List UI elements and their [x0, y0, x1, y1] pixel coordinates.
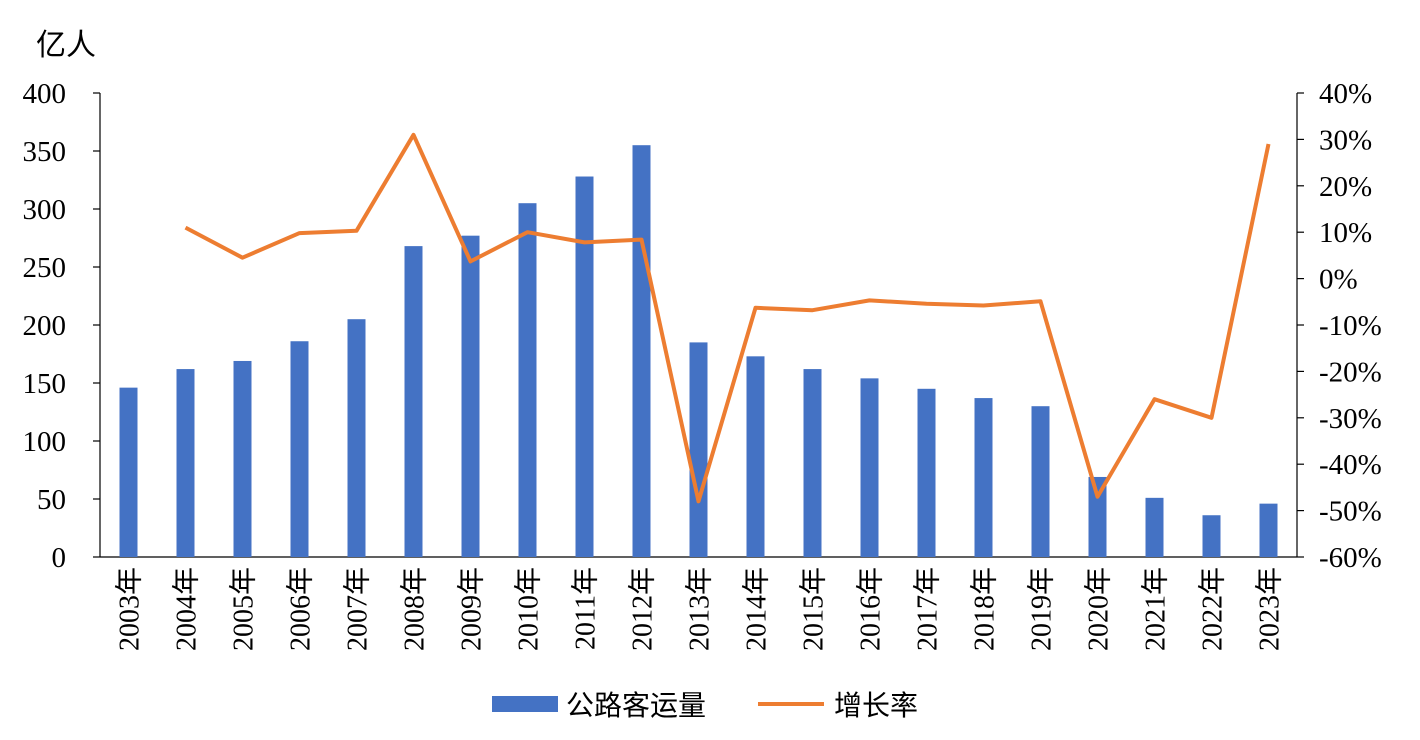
bar	[461, 235, 480, 557]
legend-bar-label: 公路客运量	[566, 689, 706, 722]
y-left-tick-label: 50	[37, 484, 66, 516]
bar	[1202, 515, 1221, 557]
y-right-tick-label: 0%	[1319, 264, 1358, 296]
bar	[518, 203, 537, 557]
bar	[575, 176, 594, 557]
x-tick-label: 2023年	[1254, 567, 1286, 651]
bar	[1259, 503, 1278, 557]
bar	[632, 145, 651, 557]
legend-line-label: 增长率	[834, 689, 918, 722]
x-tick-label: 2013年	[684, 567, 716, 651]
legend: 公路客运量 增长率	[492, 689, 918, 722]
y-left-tick-label: 200	[23, 310, 67, 342]
bar	[917, 388, 936, 557]
bar	[860, 378, 879, 557]
y-right-tick-label: 30%	[1319, 124, 1372, 156]
x-tick-label: 2021年	[1140, 567, 1172, 651]
bar	[1088, 476, 1107, 557]
x-tick-label: 2022年	[1197, 567, 1229, 651]
bar	[176, 369, 195, 557]
x-tick-label: 2012年	[627, 567, 659, 651]
y-right-tick-label: 40%	[1319, 78, 1372, 110]
y-right-tick-label: -10%	[1319, 310, 1382, 342]
y-right-tick-label: 20%	[1319, 171, 1372, 203]
y-left-tick-label: 150	[23, 368, 67, 400]
y-right-tick-label: -20%	[1319, 356, 1382, 388]
y-right-tick-label: 10%	[1319, 217, 1372, 249]
y-left-tick-label: 300	[23, 194, 67, 226]
bar	[974, 398, 993, 557]
growth-rate-line	[184, 132, 1271, 504]
y-left-tick-label: 250	[23, 252, 67, 284]
y-right-tick-label: -50%	[1319, 496, 1382, 528]
y-left-tick-label: 100	[23, 426, 67, 458]
bar	[347, 319, 366, 557]
x-tick-label: 2007年	[342, 567, 374, 651]
x-tick-label: 2010年	[513, 567, 545, 651]
x-tick-label: 2011年	[570, 567, 602, 650]
x-tick-label: 2005年	[228, 567, 260, 651]
x-axis-labels: 2003年 2004年 2005年 2006年 2007年 2008年 2009年 2010年…	[114, 567, 1286, 651]
y-right-tick-label: -60%	[1319, 542, 1382, 574]
bar	[746, 356, 765, 557]
y-right-tick-label: -40%	[1319, 449, 1382, 481]
line-series	[184, 132, 1271, 504]
y-left-tick-label: 400	[23, 78, 67, 110]
legend-bar-swatch	[492, 696, 558, 712]
x-tick-label: 2015年	[798, 567, 830, 651]
y-left-tick-label: 0	[52, 542, 67, 574]
bar	[290, 341, 309, 557]
x-tick-label: 2009年	[456, 567, 488, 651]
bar	[1031, 406, 1050, 557]
bar-series	[119, 145, 1278, 557]
bar	[119, 387, 138, 557]
x-tick-label: 2020年	[1083, 567, 1115, 651]
bar	[233, 360, 252, 557]
y-right-tick-label: -30%	[1319, 403, 1382, 435]
bar	[803, 369, 822, 557]
x-tick-label: 2019年	[1026, 567, 1058, 651]
x-tick-label: 2014年	[741, 567, 773, 651]
bar	[689, 342, 708, 557]
x-tick-label: 2017年	[912, 567, 944, 651]
y-left-tick-label: 350	[23, 136, 67, 168]
bar	[404, 246, 423, 557]
bar	[1145, 497, 1164, 557]
axes: 0 50 100 150 200 250 300 350 400 -60% -50% -40% -30%…	[23, 78, 1382, 574]
y-left-unit-label: 亿人	[36, 28, 96, 63]
x-tick-label: 2004年	[171, 567, 203, 651]
x-tick-label: 2006年	[285, 567, 317, 651]
x-tick-label: 2008年	[399, 567, 431, 651]
x-tick-label: 2016年	[855, 567, 887, 651]
x-tick-label: 2018年	[969, 567, 1001, 651]
x-tick-label: 2003年	[114, 567, 146, 651]
